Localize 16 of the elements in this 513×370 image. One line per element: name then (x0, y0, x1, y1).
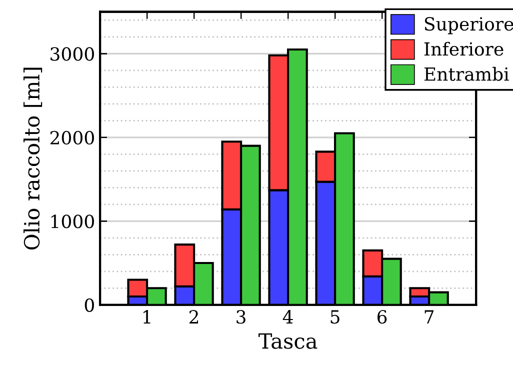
x-tick-label: 3 (236, 310, 246, 324)
y-tick-label: 1000 (51, 214, 94, 228)
x-tick-label: 2 (190, 310, 198, 324)
x-tick-label: 1 (144, 310, 150, 324)
x-axis-title: Tasca (258, 333, 318, 349)
y-tick-label: 0 (84, 298, 94, 312)
y-tick-label: 3000 (50, 47, 94, 61)
x-tick-label: 6 (378, 310, 387, 324)
y-tick-label: 2000 (50, 130, 94, 145)
x-tick-label: 5 (330, 310, 340, 324)
y-axis-title: Olio raccolto [ml] (24, 68, 42, 250)
legend-label: Entrambi (424, 66, 509, 81)
x-tick-label: 4 (282, 310, 293, 324)
x-tick-label: 7 (424, 310, 434, 324)
legend-label: Inferiore (424, 42, 504, 56)
legend-label: Superiore (424, 17, 513, 34)
